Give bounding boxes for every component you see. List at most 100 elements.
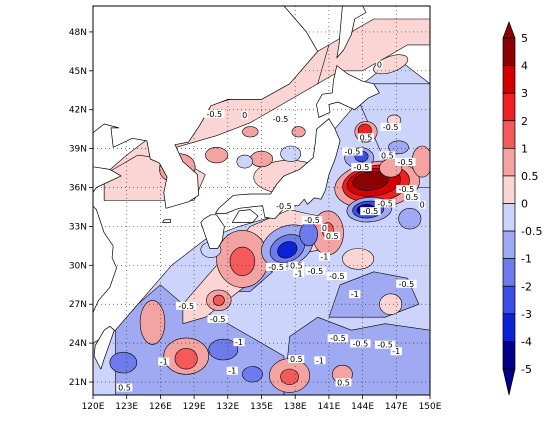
contour-label: -1: [320, 253, 328, 262]
contour-label: -0.5: [210, 315, 226, 324]
contour-label: -0.5: [330, 334, 346, 343]
contour-label-bg: [321, 224, 328, 233]
contour-label-bg: [376, 60, 383, 69]
lat-tick-label: 48N: [69, 28, 87, 38]
contour-label-bg: [265, 262, 287, 271]
contour-label-bg: [351, 163, 372, 172]
colorbar-tick-label: -1: [521, 253, 532, 266]
contour-label: -0.5: [304, 216, 320, 225]
contour-label: 0.5: [381, 151, 394, 160]
contour-label-bg: [270, 115, 291, 124]
contour-label: -0.5: [377, 199, 393, 208]
contour-label: 0.5: [326, 232, 339, 241]
negative-cell-luzon: [109, 351, 138, 374]
lon-tick-label: 132E: [216, 402, 239, 412]
contour-label: -0.5: [276, 202, 292, 211]
contour-label-bg: [380, 122, 401, 131]
contour-label-bg: [176, 301, 197, 310]
lat-tick-label: 45N: [69, 67, 87, 77]
negative-cell-south-9: [208, 338, 239, 361]
contour-label-bg: [288, 354, 305, 363]
lat-tick-label: 42N: [69, 106, 87, 116]
lat-tick-label: 24N: [69, 339, 87, 349]
contour-label-bg: [324, 231, 341, 240]
contour-label-bg: [301, 216, 323, 225]
lon-tick-label: 135E: [250, 402, 273, 412]
lat-tick-label: 21N: [69, 378, 87, 388]
land-honshu: [215, 118, 341, 220]
contour-label-bg: [404, 192, 420, 201]
positive-cell-south-3-core: [174, 348, 198, 370]
contour-label-bg: [379, 151, 396, 160]
colorbar-bin: [502, 120, 516, 149]
colorbar-min-triangle: [502, 368, 516, 396]
contour-label: -0.5: [399, 280, 415, 289]
lon-tick-label: 123E: [115, 402, 138, 412]
contour-label: -0.5: [399, 185, 415, 194]
colorbar-tick-label: -5: [521, 363, 532, 376]
lat-tick-label: 39N: [69, 145, 87, 155]
contour-label: -1: [160, 358, 168, 367]
coastlines: [93, 6, 380, 395]
colorbar-tick-label: 2: [521, 115, 528, 128]
land-jeju: [162, 218, 171, 223]
colorbar-bin: [502, 147, 516, 177]
contour-label: 0: [242, 111, 247, 120]
contour-label: -0.5: [308, 267, 324, 276]
lon-tick-label: 150E: [419, 402, 442, 412]
contour-label-bg: [360, 207, 381, 216]
lon-tick-label: 129E: [183, 402, 206, 412]
colorbar-bin: [502, 341, 516, 370]
contour-label: 0.5: [406, 193, 419, 202]
negative-cell-japan-sea: [236, 154, 253, 169]
colorbar-bin: [502, 313, 516, 342]
positive-cell-kuril: [373, 54, 409, 75]
colorbar-tick-label: 1: [521, 142, 528, 155]
positive-cell-4: [291, 126, 306, 138]
negative-cell-japan-sea-2: [280, 145, 302, 162]
positive-cell-south-7: [342, 248, 375, 270]
contour-label: -0.5: [377, 341, 393, 350]
contour-label-bg: [273, 201, 295, 210]
contour-label: -1: [228, 367, 236, 376]
contour-label: 0.5: [360, 133, 373, 142]
positive-cell-3: [242, 126, 259, 138]
colorbar-tick-label: -3: [521, 308, 532, 321]
contour-label-bg: [349, 290, 361, 299]
contour-label-bg: [233, 338, 245, 347]
contour-label: 0.5: [290, 355, 303, 364]
contour-label-bg: [395, 157, 416, 166]
positive-cell-south-6: [379, 293, 403, 315]
latitude-axis: 21N 24N 27N 30N 33N 36N 39N 42N 45N 48N: [69, 28, 93, 388]
contour-label-bg: [288, 261, 305, 270]
contour-label-bg: [350, 339, 371, 348]
contour-label-bg: [314, 356, 326, 365]
contour-label: 0: [322, 224, 327, 233]
contour-label: -0.5: [353, 339, 369, 348]
contour-label-bg: [116, 383, 133, 392]
contour-label-bg: [390, 347, 402, 356]
colorbar-bin: [502, 65, 516, 94]
contour-label: -1: [295, 269, 303, 278]
colorbar-tick-label: -4: [521, 335, 532, 348]
contour-label-bg: [204, 109, 225, 118]
lon-tick-label: 120E: [82, 402, 105, 412]
lon-tick-label: 141E: [317, 402, 340, 412]
negative-cell-south-10: [242, 366, 263, 383]
contour-label: 0.5: [290, 262, 303, 271]
lat-tick-label: 36N: [69, 184, 87, 194]
land-hokkaido: [316, 65, 380, 118]
contour-label: -1: [316, 356, 324, 365]
colorbar-bin: [502, 258, 516, 287]
contour-label: 0: [420, 201, 425, 210]
contour-label-bg: [226, 366, 238, 375]
contour-label: -0.5: [207, 110, 223, 119]
lat-tick-label: 27N: [69, 300, 87, 310]
colorbar-bin: [502, 230, 516, 260]
contour-label-bg: [342, 147, 363, 156]
map-plot-area: -0.5-0.5 00-0.50.5-0.50.5-0.5-0.5-0.50.5-…: [93, 6, 430, 395]
lat-tick-label: 30N: [69, 261, 87, 271]
colorbar: 5 4 3 2 1 0.5 0 -0.5 -1 -2 -3 -4 -5: [502, 21, 542, 396]
contour-label: -0.5: [268, 263, 284, 272]
